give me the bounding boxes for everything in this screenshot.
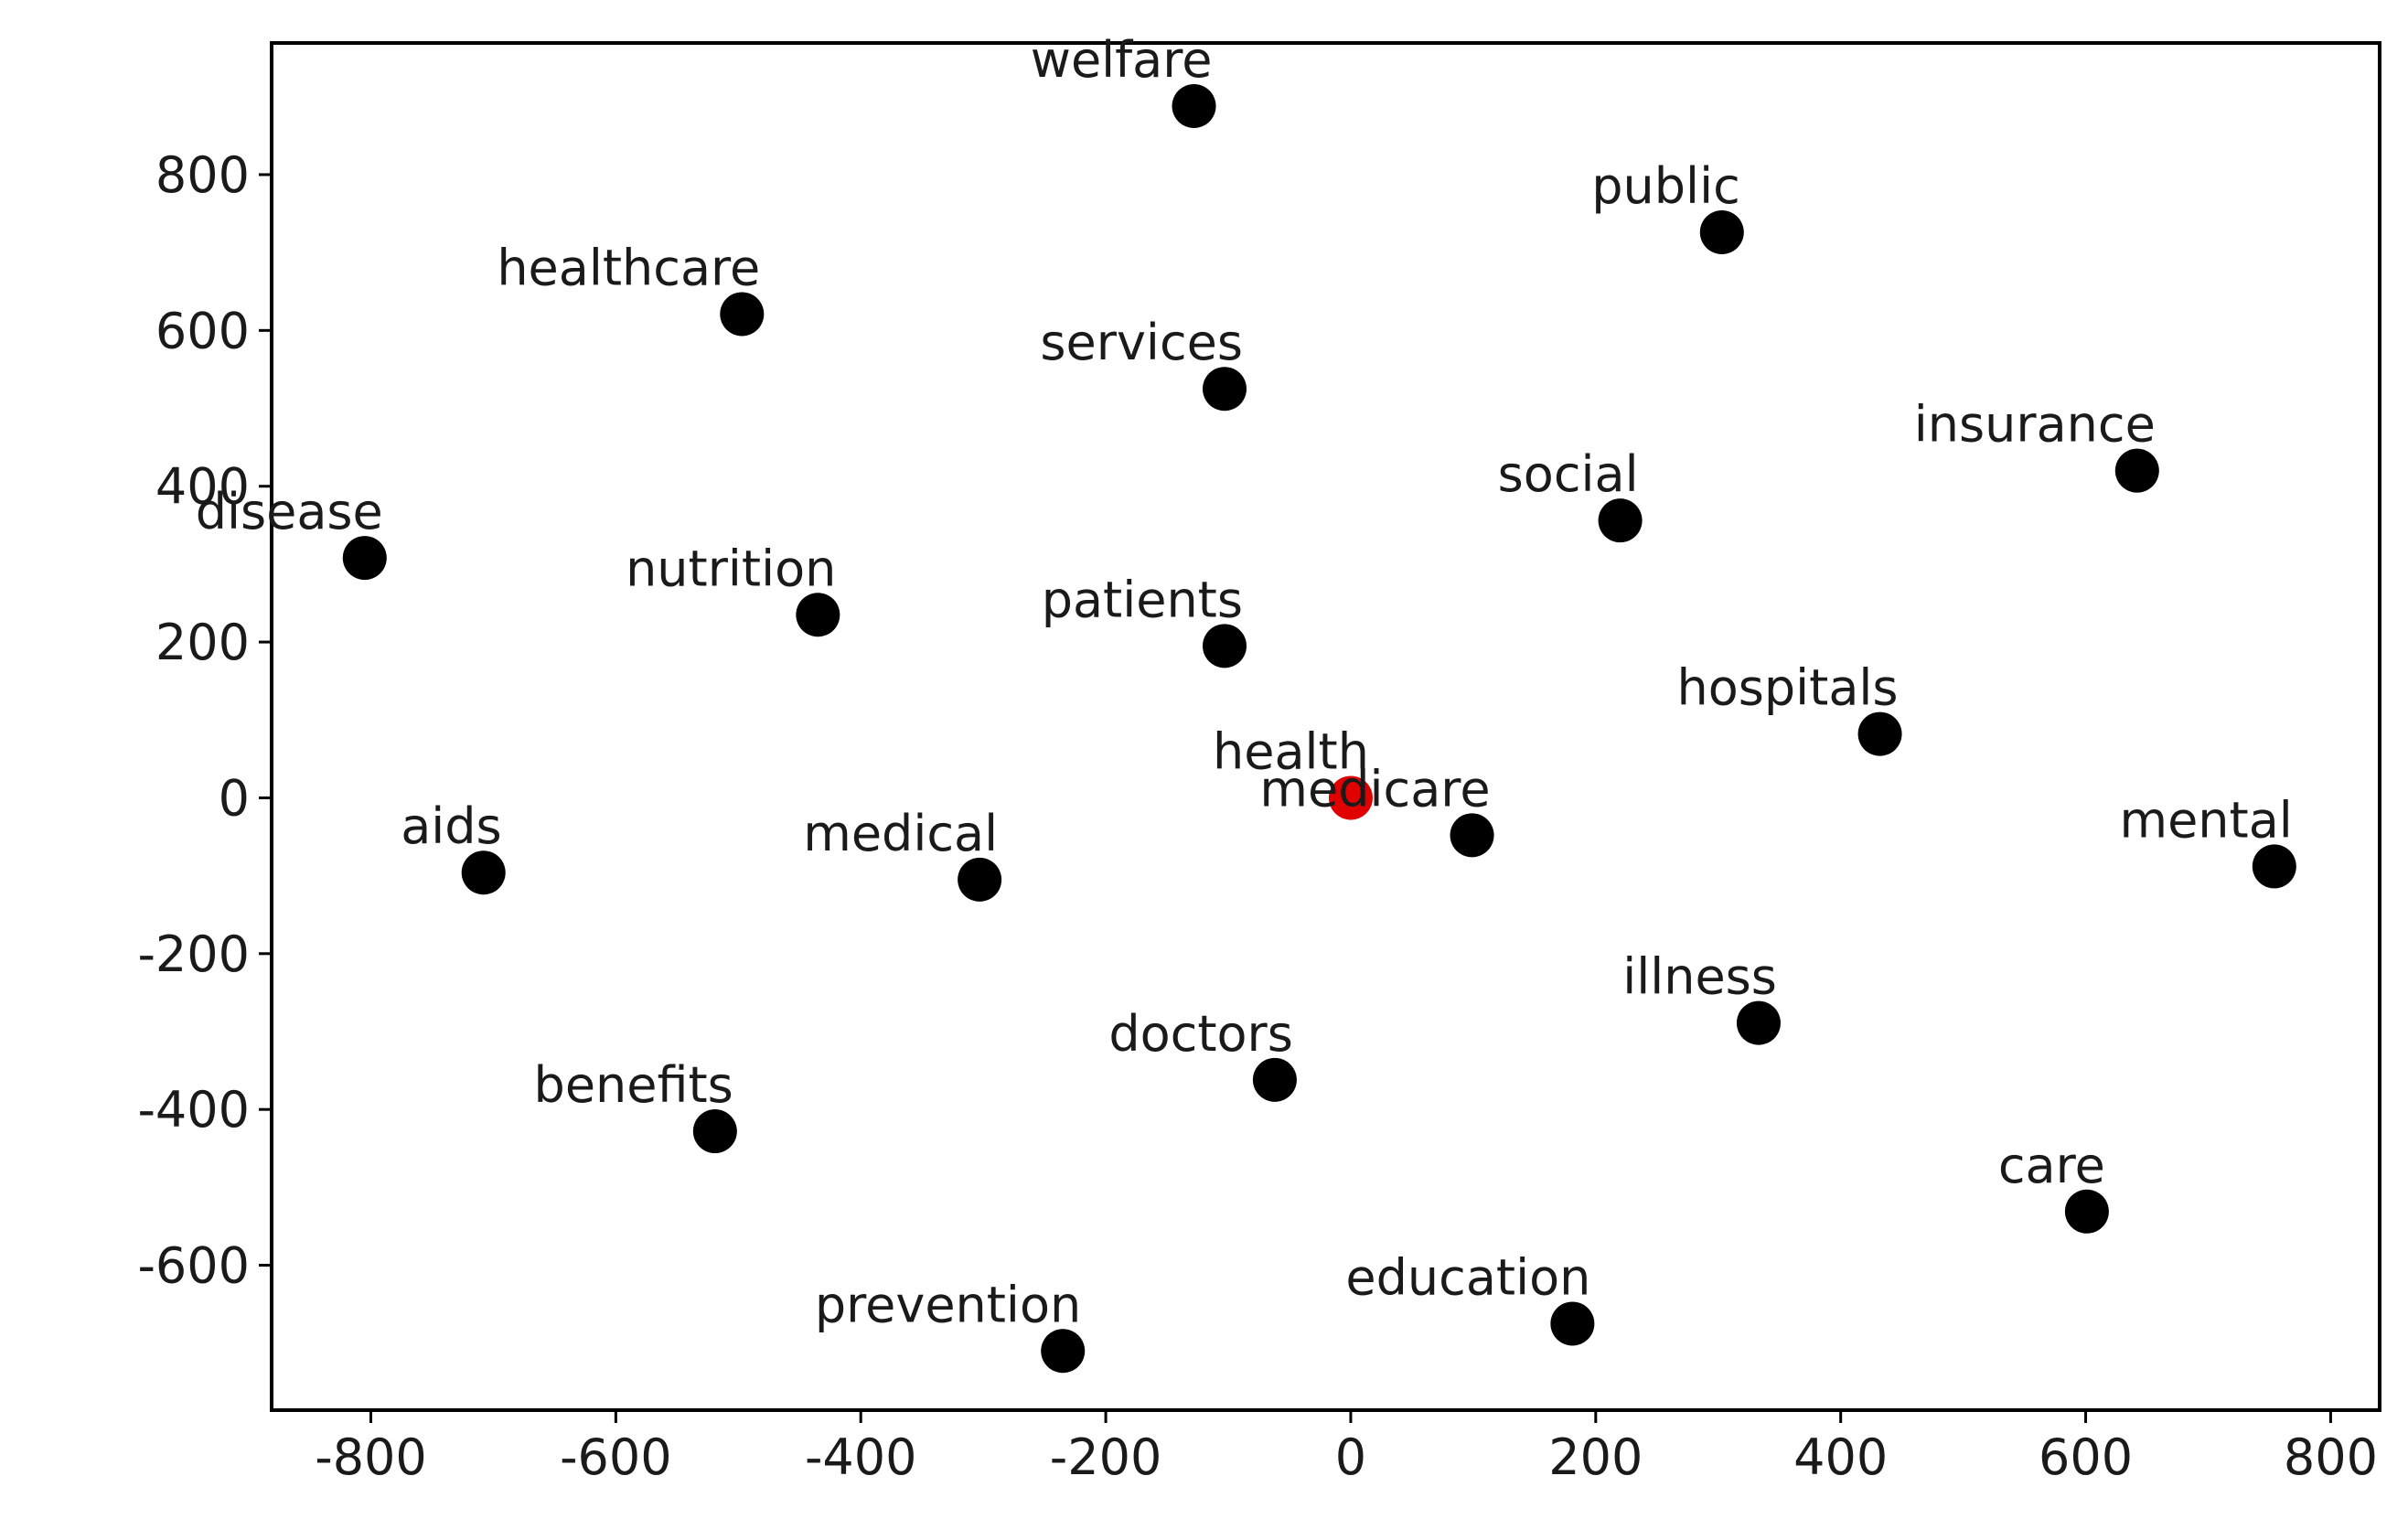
point xyxy=(796,593,840,637)
point xyxy=(692,1109,737,1154)
point-label: hospitals xyxy=(1676,659,1898,717)
x-tick-label: 400 xyxy=(1793,1428,1888,1486)
point-label: prevention xyxy=(815,1276,1081,1333)
y-tick-label: 0 xyxy=(219,769,250,827)
point-label: health xyxy=(1213,722,1369,780)
point-label: care xyxy=(1998,1137,2105,1194)
point-label: social xyxy=(1498,445,1639,503)
point xyxy=(958,857,1002,902)
point xyxy=(1450,813,1494,858)
point-label: medical xyxy=(803,805,998,862)
x-tick-label: -200 xyxy=(1050,1428,1162,1486)
point xyxy=(2064,1189,2109,1234)
point xyxy=(2252,844,2296,889)
x-tick-label: 600 xyxy=(2039,1428,2133,1486)
point xyxy=(342,536,387,581)
x-tick-label: 200 xyxy=(1548,1428,1643,1486)
point xyxy=(1203,367,1247,412)
point xyxy=(1550,1301,1595,1346)
y-tick-label: 600 xyxy=(155,302,250,359)
x-tick-label: 800 xyxy=(2284,1428,2378,1486)
point xyxy=(1041,1329,1086,1374)
point xyxy=(2114,448,2159,493)
y-tick-label: -600 xyxy=(137,1237,250,1295)
point xyxy=(1857,711,1902,756)
point xyxy=(1172,84,1216,128)
y-tick-label: 400 xyxy=(155,458,250,516)
x-tick-label: 0 xyxy=(1335,1428,1366,1486)
point-label: illness xyxy=(1622,948,1777,1006)
point-label: aids xyxy=(401,797,502,855)
point-label: nutrition xyxy=(626,540,836,597)
x-tick-label: -800 xyxy=(315,1428,427,1486)
point xyxy=(1252,1057,1297,1102)
point xyxy=(1203,624,1247,668)
x-tick-label: -600 xyxy=(560,1428,672,1486)
point xyxy=(1699,210,1744,254)
point-label: benefits xyxy=(534,1056,733,1114)
point-label: insurance xyxy=(1914,396,2156,454)
point-label: welfare xyxy=(1031,31,1213,89)
y-tick-label: 200 xyxy=(155,614,250,671)
point xyxy=(1598,498,1643,543)
point-label: medicare xyxy=(1259,760,1490,818)
point xyxy=(720,292,765,337)
point-label: patients xyxy=(1042,571,1243,628)
plot-frame xyxy=(270,41,2381,1412)
point xyxy=(1736,1000,1781,1045)
y-tick-label: 800 xyxy=(155,146,250,204)
point xyxy=(1328,775,1373,820)
y-tick-label: -400 xyxy=(137,1081,250,1139)
point-label: mental xyxy=(2119,791,2292,849)
point-label: education xyxy=(1345,1248,1590,1306)
point-label: healthcare xyxy=(497,239,760,296)
point xyxy=(461,850,506,895)
point-label: disease xyxy=(196,483,383,540)
y-tick-label: -200 xyxy=(137,925,250,983)
point-label: public xyxy=(1591,157,1739,215)
point-label: services xyxy=(1040,314,1243,371)
x-tick-label: -400 xyxy=(805,1428,917,1486)
point-label: doctors xyxy=(1108,1005,1293,1063)
